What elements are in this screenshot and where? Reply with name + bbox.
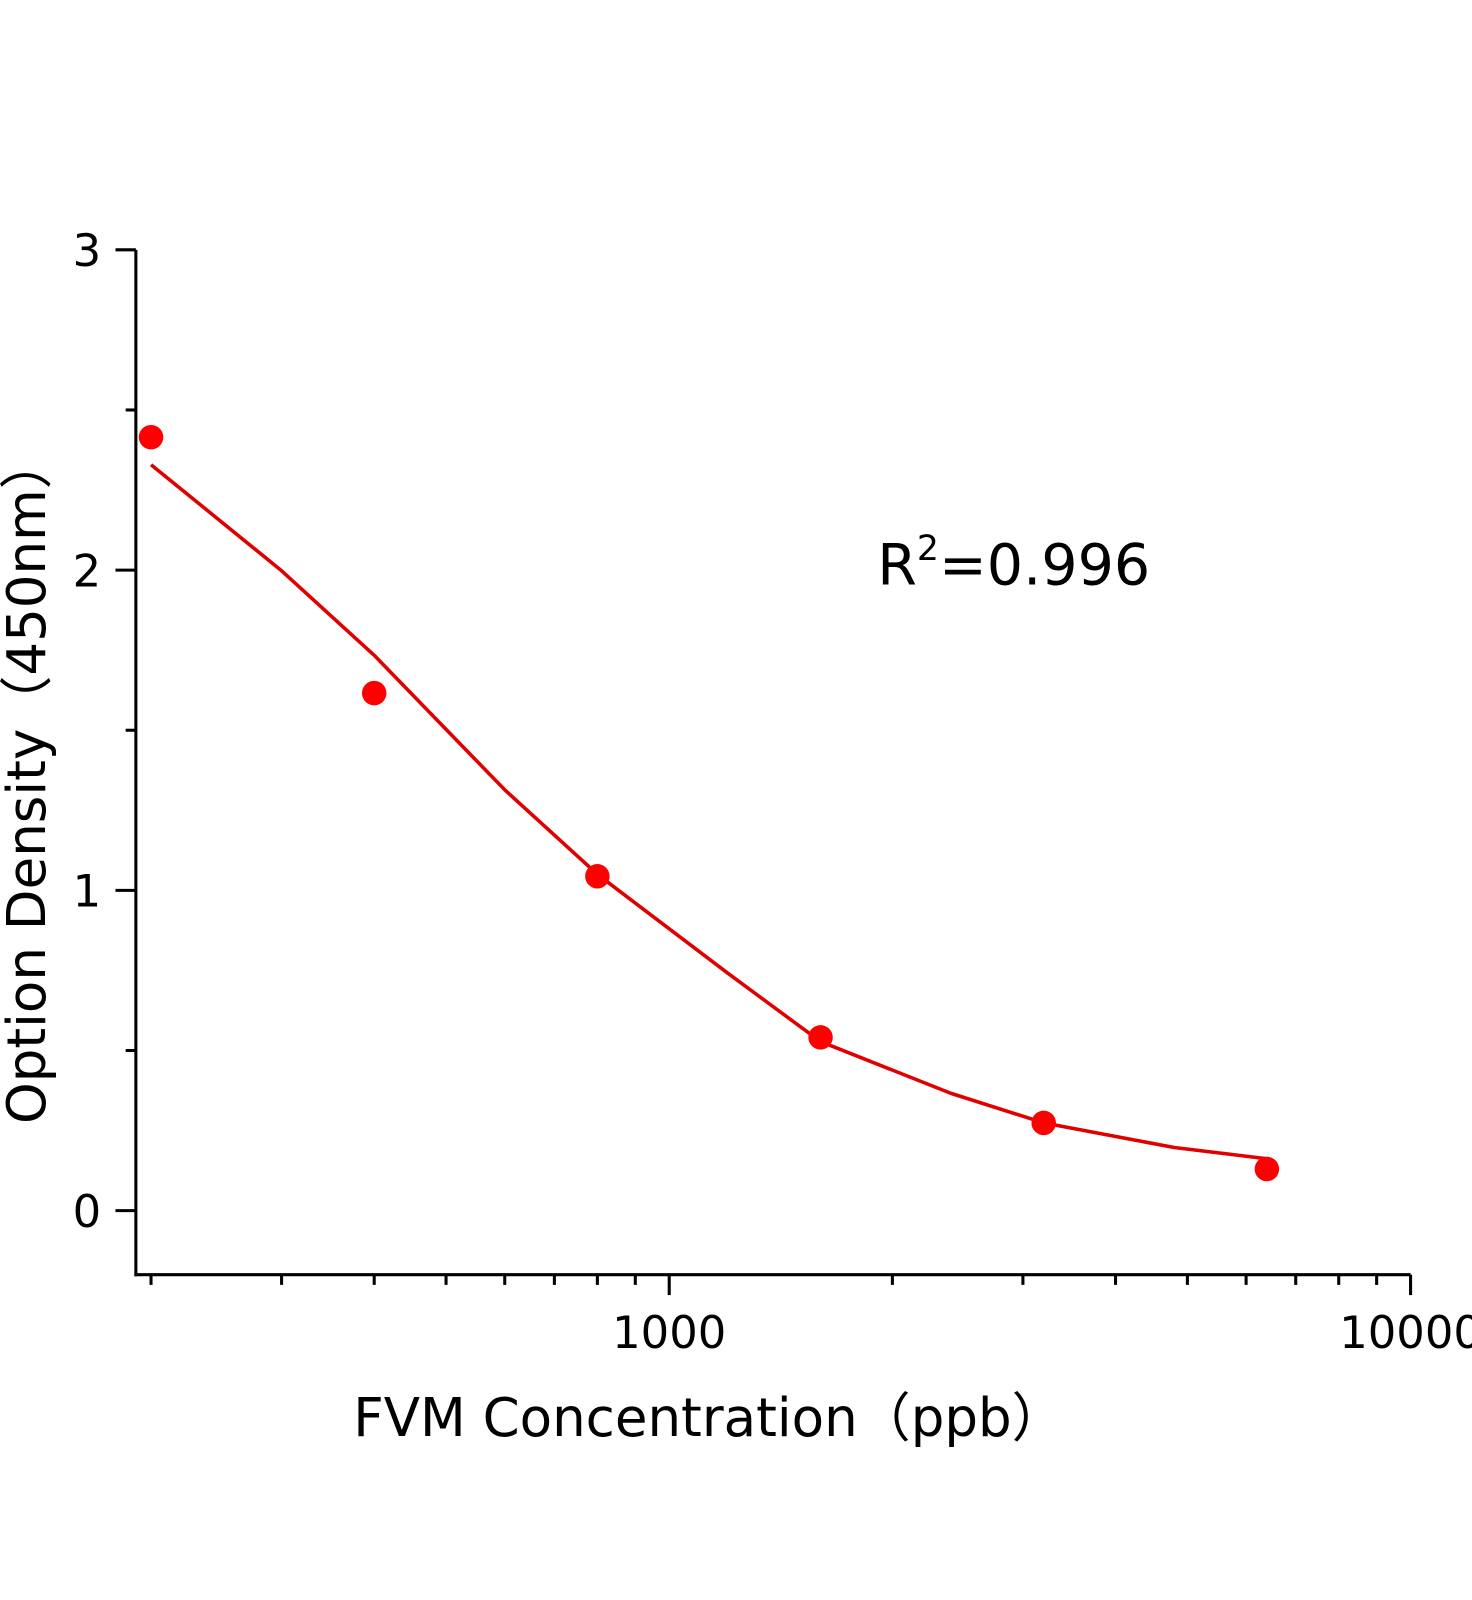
data-point	[808, 1025, 833, 1050]
y-tick-label: 0	[73, 1185, 102, 1238]
y-tick-label: 3	[73, 224, 102, 277]
data-point	[138, 424, 164, 450]
x-tick-label: 1000	[612, 1306, 726, 1359]
x-axis-label: FVM Concentration（ppb）	[353, 1387, 1064, 1449]
data-point	[1031, 1110, 1056, 1136]
data-point	[585, 864, 610, 889]
fit-curve	[149, 463, 1268, 1161]
y-tick-label: 1	[73, 865, 102, 918]
annotation: R2=0.996	[877, 529, 1150, 598]
x-tick-label: 10000	[1339, 1306, 1472, 1359]
annotation-superscript: 2	[917, 529, 939, 569]
data-point	[361, 680, 387, 706]
y-axis-label: Option Density（450nm）	[0, 436, 58, 1124]
data-point	[1254, 1156, 1280, 1182]
y-tick-label: 2	[73, 544, 102, 597]
annotation-base: R	[877, 532, 917, 598]
annotation-text: =0.996	[939, 532, 1150, 598]
